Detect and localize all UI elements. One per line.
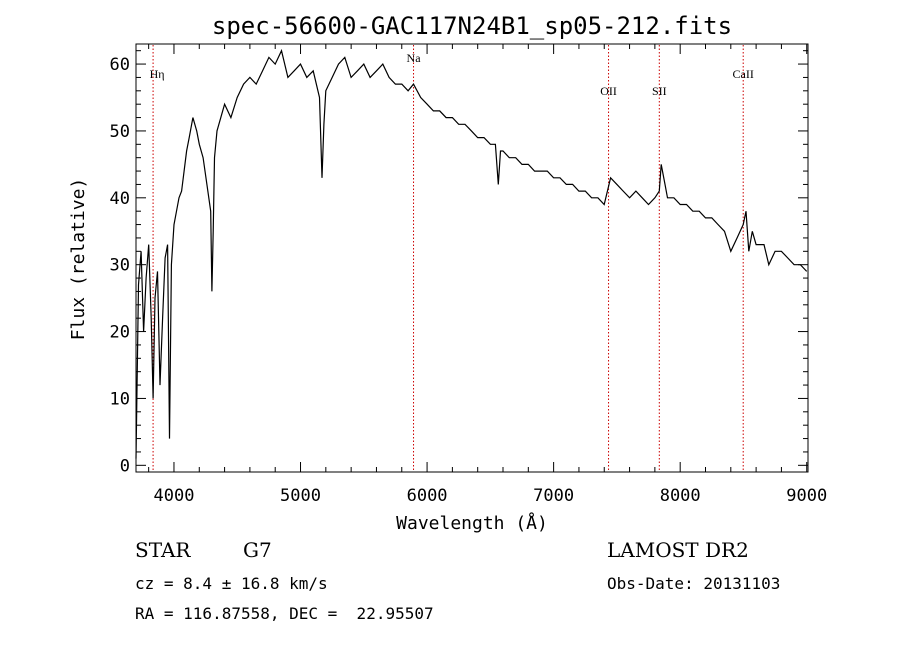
plot-frame <box>135 43 809 473</box>
spectrum-series <box>135 48 808 459</box>
y-tick-label: 30 <box>110 256 130 276</box>
observation-date: Obs-Date: 20131103 <box>607 574 781 593</box>
y-tick-label: 50 <box>110 122 130 142</box>
object-class: STAR <box>135 538 191 562</box>
x-tick-label: 4000 <box>153 486 194 506</box>
x-tick-label: 7000 <box>533 486 574 506</box>
marker-label: CaII <box>733 67 754 81</box>
marker-label: OII <box>600 84 617 98</box>
x-axis-label: Wavelength (Å) <box>396 512 548 534</box>
survey-name: LAMOST DR2 <box>607 538 749 562</box>
redshift-cz: cz = 8.4 ± 16.8 km/s <box>135 574 328 593</box>
ra-dec-coordinates: RA = 116.87558, DEC = 22.95507 <box>135 604 434 623</box>
x-tick-label: 6000 <box>407 486 448 506</box>
x-tick-label: 8000 <box>660 486 701 506</box>
y-tick-label: 10 <box>110 389 130 409</box>
spectrum-line <box>135 48 808 459</box>
x-tick-label: 5000 <box>280 486 321 506</box>
spectral-line-markers: Hη Na OII SII CaII <box>150 45 754 471</box>
y-axis-label: Flux (relative) <box>68 178 89 341</box>
marker-label: SII <box>652 84 667 98</box>
y-tick-label: 20 <box>110 323 130 343</box>
plot-axes: 4000 5000 6000 7000 8000 9000 0 10 20 30 40 50 60 <box>110 43 827 506</box>
y-tick-label: 60 <box>110 55 130 75</box>
x-tick-label: 9000 <box>786 486 827 506</box>
y-tick-label: 0 <box>120 456 130 476</box>
chart-title: spec-56600-GAC117N24B1_sp05-212.fits <box>212 12 732 40</box>
marker-label: Na <box>407 51 422 65</box>
marker-label: Hη <box>150 67 165 81</box>
y-tick-label: 40 <box>110 189 130 209</box>
object-subclass: G7 <box>243 538 272 562</box>
